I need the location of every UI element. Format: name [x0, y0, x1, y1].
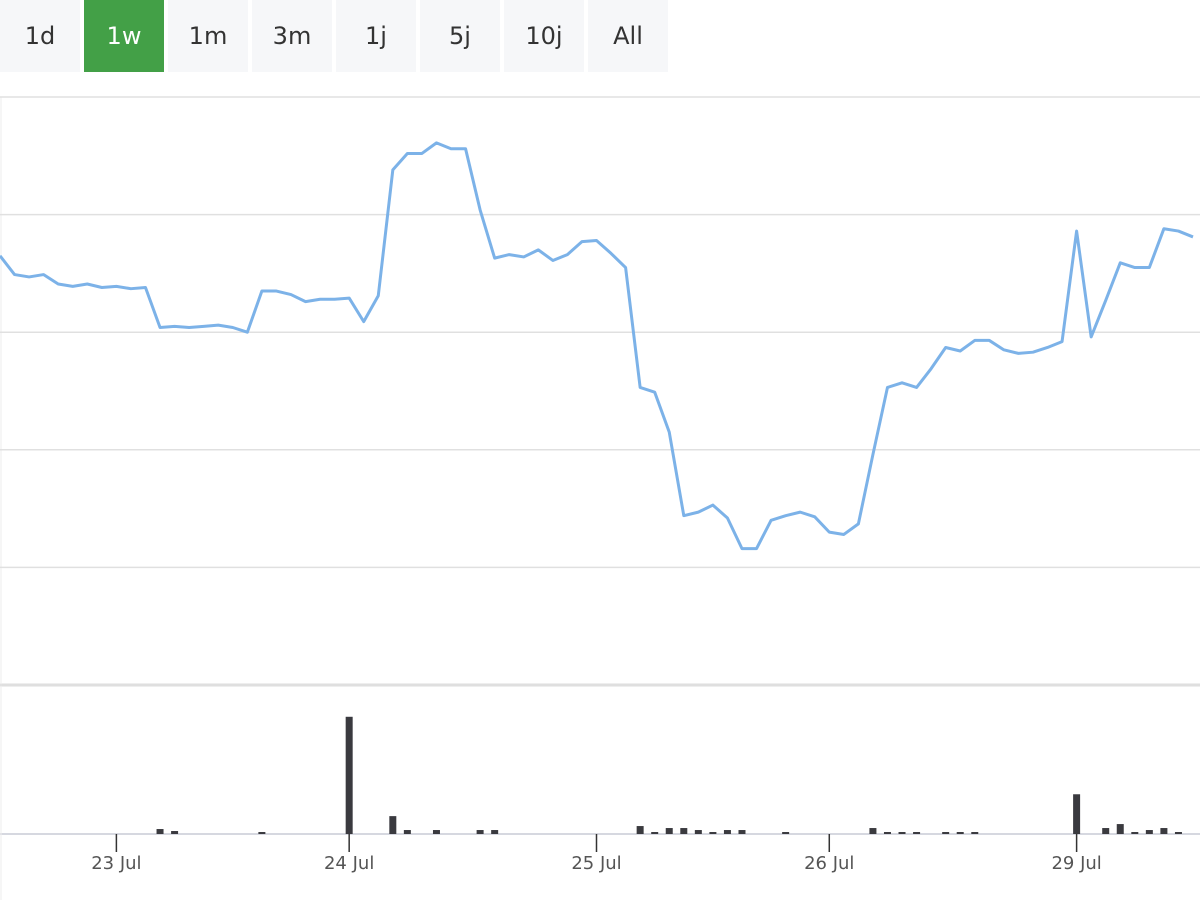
- range-button[interactable]: [168, 0, 248, 72]
- volume-bar: [1131, 832, 1139, 834]
- x-tick-label: 24 Jul: [324, 853, 374, 874]
- volume-bar: [709, 832, 717, 834]
- range-button-label[interactable]: 5j: [449, 22, 471, 50]
- volume-bar: [680, 828, 688, 834]
- volume-bar: [971, 832, 979, 834]
- range-button-label[interactable]: 1d: [25, 22, 56, 50]
- volume-bar: [345, 716, 353, 834]
- volume-bar: [156, 829, 164, 834]
- range-button-label[interactable]: 1m: [189, 22, 228, 50]
- volume-bar: [665, 828, 673, 834]
- volume-bar: [883, 832, 891, 834]
- price-line: [0, 141, 1194, 551]
- range-button-label[interactable]: All: [613, 22, 643, 50]
- volume-bar: [1160, 828, 1168, 834]
- volume-bar: [694, 830, 702, 834]
- volume-bar: [476, 830, 484, 834]
- range-button[interactable]: [252, 0, 332, 72]
- volume-bar: [432, 830, 440, 834]
- x-tick-label: 23 Jul: [91, 853, 141, 874]
- volume-bar: [782, 832, 790, 834]
- volume-bar: [651, 832, 659, 834]
- volume-bar: [942, 832, 950, 834]
- range-button-label[interactable]: 1w: [107, 22, 142, 50]
- volume-bar: [1116, 824, 1124, 834]
- x-tick-label: 26 Jul: [804, 853, 854, 874]
- volume-bar: [403, 830, 411, 834]
- volume-bar: [738, 830, 746, 834]
- volume-bar: [1145, 830, 1153, 834]
- volume-bar: [1102, 828, 1110, 834]
- range-button[interactable]: [588, 0, 668, 72]
- volume-bar: [389, 816, 397, 834]
- range-button[interactable]: [0, 0, 80, 72]
- x-tick-label: 29 Jul: [1051, 853, 1101, 874]
- volume-bar: [898, 832, 906, 834]
- volume-bar: [171, 831, 179, 834]
- x-tick-label: 25 Jul: [571, 853, 621, 874]
- volume-bar: [956, 832, 964, 834]
- volume-bar: [913, 832, 921, 834]
- range-button[interactable]: [84, 0, 164, 72]
- volume-bar: [491, 830, 499, 834]
- range-button-label[interactable]: 3m: [273, 22, 312, 50]
- range-button[interactable]: [504, 0, 584, 72]
- volume-bar: [636, 826, 644, 834]
- volume-bar: [723, 830, 731, 834]
- volume-bar: [869, 828, 877, 834]
- range-button-label[interactable]: 10j: [525, 22, 562, 50]
- range-button[interactable]: [420, 0, 500, 72]
- range-button-label[interactable]: 1j: [365, 22, 387, 50]
- volume-bar: [258, 832, 266, 834]
- volume-bar: [1073, 794, 1081, 834]
- volume-bar: [1174, 832, 1182, 834]
- range-button[interactable]: [336, 0, 416, 72]
